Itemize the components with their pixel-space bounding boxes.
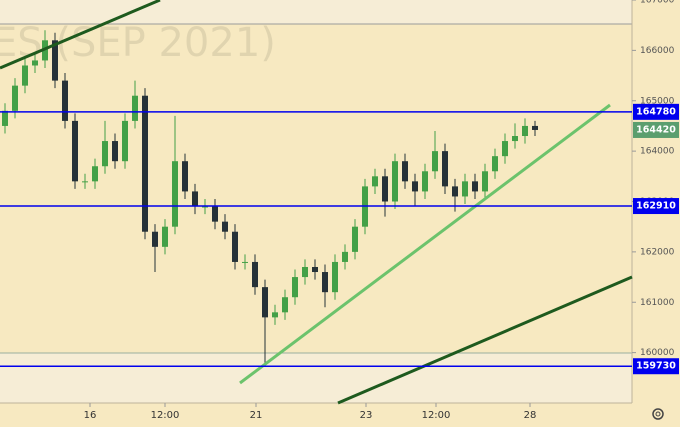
candle-body bbox=[222, 221, 228, 232]
candle-body bbox=[492, 156, 498, 172]
candle-body bbox=[332, 261, 338, 293]
level-label: 164780 bbox=[636, 106, 676, 117]
candle-body bbox=[302, 266, 308, 278]
watermark: ES (SEP 2021) bbox=[0, 20, 276, 66]
candle-body bbox=[382, 176, 388, 202]
candle-body bbox=[442, 151, 448, 187]
candle-body bbox=[232, 231, 238, 262]
candle-body bbox=[242, 261, 248, 263]
candle-body bbox=[282, 297, 288, 313]
level-label-box bbox=[633, 103, 679, 120]
level-label: 159730 bbox=[636, 361, 676, 372]
candle-body bbox=[112, 141, 118, 162]
candle-body bbox=[452, 186, 458, 197]
candle-body bbox=[152, 231, 158, 247]
candle-body bbox=[262, 287, 268, 318]
y-tick-label: 165000 bbox=[640, 96, 675, 106]
candle-body bbox=[122, 120, 128, 162]
x-tick-label: 28 bbox=[524, 410, 537, 421]
candle-body bbox=[512, 136, 518, 142]
candle-body bbox=[312, 266, 318, 273]
candle-body bbox=[252, 261, 258, 288]
candle-body bbox=[292, 277, 298, 298]
candle-body bbox=[172, 161, 178, 227]
settings-icon[interactable] bbox=[652, 408, 664, 420]
gear-hub[interactable] bbox=[655, 411, 661, 417]
candle-body bbox=[432, 151, 438, 172]
level-label-box bbox=[633, 358, 679, 375]
candle-body bbox=[82, 181, 88, 183]
x-tick-label: 23 bbox=[360, 410, 373, 421]
candle-body bbox=[342, 251, 348, 262]
candle-body bbox=[412, 181, 418, 192]
x-tick-label: 16 bbox=[84, 410, 97, 421]
candle-body bbox=[472, 181, 478, 192]
trend-line bbox=[0, 0, 161, 70]
y-tick-label: 160000 bbox=[640, 348, 675, 358]
candle-body bbox=[52, 40, 58, 81]
candle-body bbox=[142, 95, 148, 232]
candle-body bbox=[162, 226, 168, 247]
upper-zone bbox=[0, 0, 632, 24]
candle-body bbox=[72, 120, 78, 182]
candle-body bbox=[522, 125, 528, 137]
candle-body bbox=[182, 161, 188, 192]
candle-body bbox=[102, 141, 108, 167]
candle-body bbox=[482, 171, 488, 192]
candle-body bbox=[422, 171, 428, 192]
y-tick-label: 162000 bbox=[640, 247, 675, 257]
candle-body bbox=[202, 206, 208, 208]
candle-body bbox=[1, 110, 8, 126]
candle-body bbox=[272, 312, 278, 318]
y-tick-label: 161000 bbox=[640, 298, 675, 308]
gear[interactable] bbox=[652, 408, 664, 420]
candle-body bbox=[532, 125, 538, 130]
candle-body bbox=[502, 141, 508, 157]
candle-body bbox=[352, 226, 358, 252]
candle-body bbox=[392, 161, 398, 202]
y-tick-label: 166000 bbox=[640, 46, 675, 56]
level-label: 162910 bbox=[636, 201, 676, 212]
candle-body bbox=[32, 60, 38, 66]
candle-body bbox=[22, 65, 28, 86]
candle-body bbox=[212, 206, 218, 222]
last-price-label: 164420 bbox=[636, 124, 676, 135]
candle-body bbox=[92, 166, 98, 182]
y-tick-label: 164000 bbox=[640, 147, 675, 157]
x-tick-label: 12:00 bbox=[422, 410, 451, 421]
lower-zone bbox=[0, 353, 632, 403]
candle-body bbox=[192, 191, 198, 207]
x-tick-label: 21 bbox=[250, 410, 263, 421]
y-tick-label: 167000 bbox=[640, 0, 675, 6]
trend-line bbox=[337, 275, 633, 405]
candle-body bbox=[62, 80, 68, 121]
candle-body bbox=[132, 95, 138, 121]
candle-body bbox=[12, 85, 18, 111]
level-label-box bbox=[633, 198, 679, 215]
trend-line bbox=[239, 103, 611, 385]
candle-body bbox=[372, 176, 378, 187]
x-tick-label: 12:00 bbox=[151, 410, 180, 421]
candle-body bbox=[462, 181, 468, 197]
candle-body bbox=[402, 161, 408, 182]
last-price-box bbox=[633, 121, 679, 138]
candle-body bbox=[322, 272, 328, 293]
